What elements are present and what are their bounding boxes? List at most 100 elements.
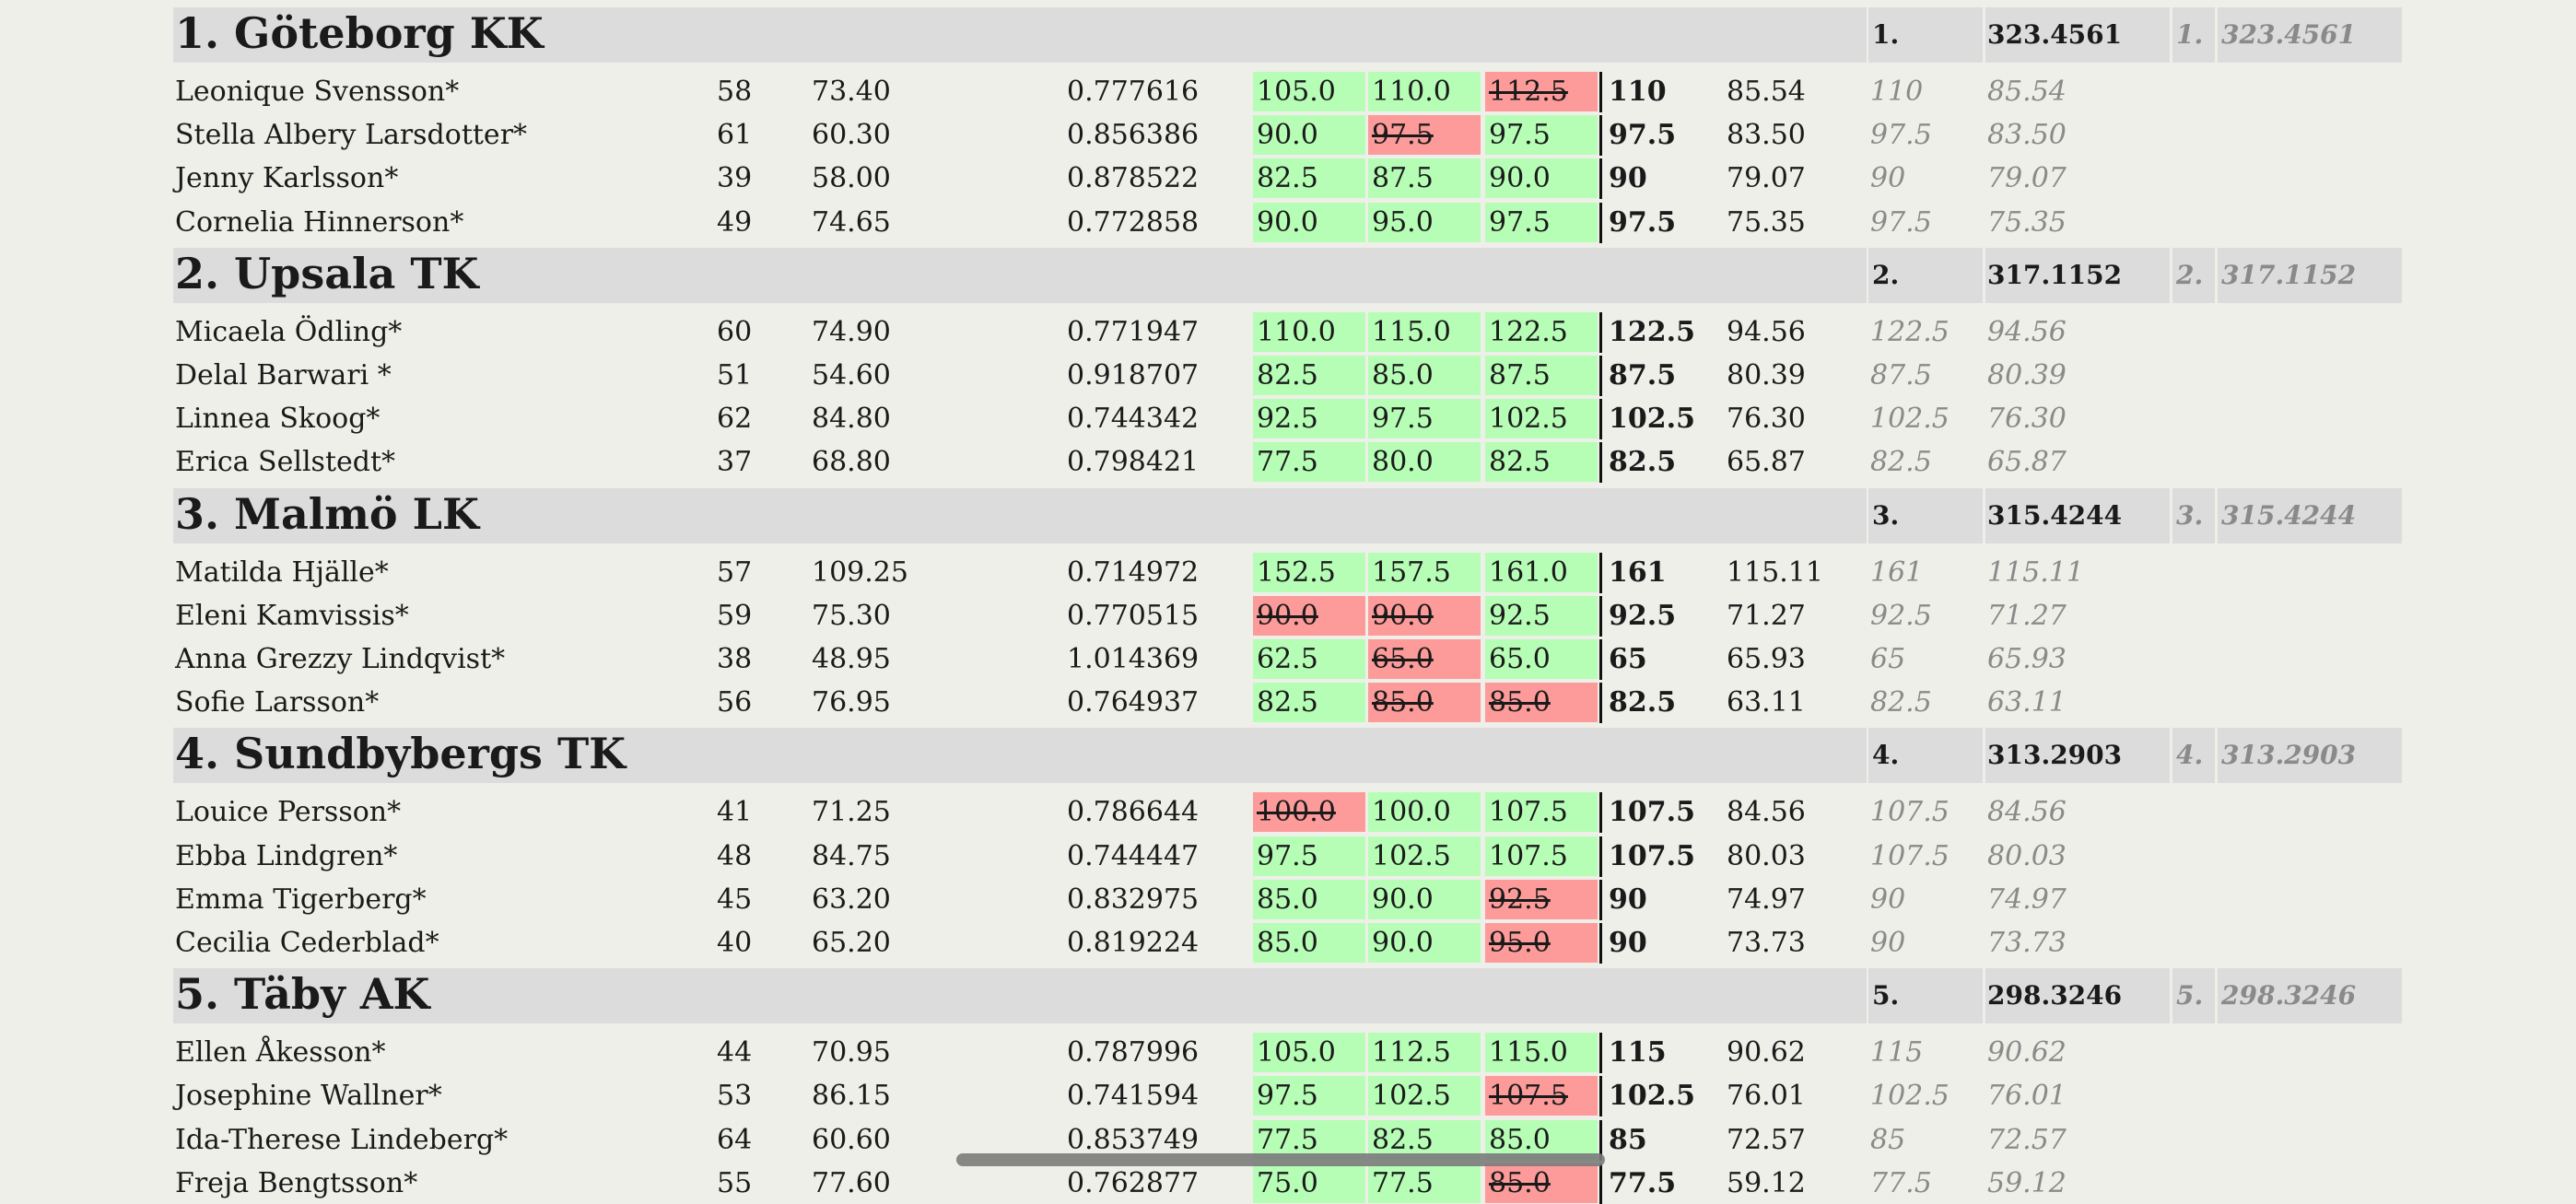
team-place-italic: 2. (2176, 259, 2204, 290)
athlete-name: Cornelia Hinnerson* (175, 205, 464, 239)
attempt-separator (1599, 158, 1602, 200)
team-total-italic: 317.1152 (2221, 259, 2357, 290)
athlete-bodyweight: 76.95 (812, 686, 891, 719)
team-total: 313.2903 (1987, 740, 2123, 771)
attempt-separator (1599, 552, 1602, 593)
attempt-separator (1599, 1119, 1602, 1161)
team-place: 5. (175, 969, 220, 1020)
team-total: 317.1152 (1987, 259, 2123, 290)
team-name: Sundbybergs TK (234, 729, 626, 779)
attempt-3-good: 85.0 (1485, 1119, 1598, 1160)
athlete-bodyweight: 60.30 (812, 119, 891, 152)
athlete-points-ref: 79.07 (1987, 162, 2067, 195)
athlete-points: 90.62 (1727, 1036, 1806, 1070)
team-title: 3. Malmö LK (175, 486, 479, 542)
team-header-band (1985, 487, 2170, 544)
attempt-separator (1599, 356, 1602, 396)
attempt-3-good: 161.0 (1485, 552, 1598, 592)
athlete-best-lift-ref: 102.5 (1870, 1080, 1950, 1113)
athlete-age: 39 (717, 162, 753, 195)
team-header-band (1985, 728, 2170, 784)
attempt-separator (1599, 202, 1602, 243)
attempt-separator (1599, 683, 1602, 724)
team-place-italic: 4. (2176, 740, 2204, 771)
horizontal-scrollbar[interactable] (956, 1153, 1605, 1166)
athlete-bodyweight: 84.80 (812, 403, 891, 436)
attempt-2-good: 82.5 (1368, 1119, 1481, 1160)
attempt-3-good: 97.5 (1485, 115, 1598, 156)
athlete-name: Ida-Therese Lindeberg* (175, 1123, 509, 1156)
athlete-age: 38 (717, 643, 753, 675)
athlete-name: Matilda Hjälle* (175, 555, 389, 589)
attempt-3-good: 97.5 (1485, 202, 1598, 242)
athlete-best-lift: 65 (1609, 643, 1647, 675)
athlete-bodyweight: 58.00 (812, 162, 891, 195)
athlete-bodyweight: 86.15 (812, 1080, 891, 1113)
team-total-italic: 323.4561 (2221, 19, 2357, 50)
athlete-coefficient: 0.819224 (1067, 927, 1200, 959)
athlete-best-lift: 85 (1609, 1123, 1647, 1156)
attempt-3-good: 122.5 (1485, 311, 1598, 352)
attempt-separator (1599, 879, 1602, 920)
athlete-coefficient: 0.832975 (1067, 883, 1200, 916)
team-header-band (2218, 247, 2402, 303)
athlete-points: 76.01 (1727, 1080, 1806, 1113)
attempt-separator (1599, 595, 1602, 637)
attempt-1-failed: 90.0 (1253, 595, 1365, 636)
athlete-coefficient: 0.762877 (1067, 1166, 1200, 1199)
athlete-name: Eleni Kamvissis* (175, 599, 409, 632)
athlete-points: 71.27 (1727, 599, 1806, 632)
team-title: 2. Upsala TK (175, 246, 479, 301)
athlete-name: Leonique Svensson* (175, 76, 460, 108)
athlete-bodyweight: 109.25 (812, 555, 908, 589)
athlete-bodyweight: 65.20 (812, 927, 891, 959)
athlete-age: 37 (717, 446, 753, 479)
team-place-italic: 3. (2176, 499, 2204, 531)
attempt-3-good: 115.0 (1485, 1033, 1598, 1073)
athlete-best-lift: 110 (1609, 76, 1667, 108)
athlete-points-ref: 90.62 (1987, 1036, 2067, 1070)
athlete-coefficient: 0.771947 (1067, 315, 1200, 348)
attempt-3-failed: 95.0 (1485, 923, 1598, 963)
athlete-best-lift-ref: 115 (1870, 1036, 1924, 1070)
athlete-best-lift: 82.5 (1609, 686, 1677, 719)
team-place-summary: 3. (1872, 499, 1900, 531)
athlete-name: Cecilia Cederblad* (175, 927, 439, 959)
attempt-1-good: 110.0 (1253, 311, 1365, 352)
attempt-2-good: 102.5 (1368, 1076, 1481, 1116)
athlete-points-ref: 72.57 (1987, 1123, 2067, 1156)
athlete-points: 85.54 (1727, 76, 1806, 108)
attempt-1-good: 62.5 (1253, 639, 1365, 679)
athlete-coefficient: 0.918707 (1067, 359, 1200, 392)
attempt-2-failed: 90.0 (1368, 595, 1481, 636)
attempt-1-good: 105.0 (1253, 1033, 1365, 1073)
attempt-1-good: 97.5 (1253, 836, 1365, 876)
attempt-1-good: 77.5 (1253, 1119, 1365, 1160)
attempt-separator (1599, 442, 1602, 484)
athlete-points: 73.73 (1727, 927, 1806, 959)
team-header-band (173, 728, 1867, 784)
team-header-band (1868, 487, 1983, 544)
attempt-2-good: 100.0 (1368, 792, 1481, 833)
attempt-1-good: 82.5 (1253, 356, 1365, 395)
athlete-name: Sofie Larsson* (175, 686, 380, 719)
athlete-name: Stella Albery Larsdotter* (175, 119, 528, 152)
attempt-separator (1599, 639, 1602, 680)
athlete-best-lift: 97.5 (1609, 119, 1677, 152)
athlete-best-lift-ref: 77.5 (1870, 1166, 1932, 1199)
team-place-summary: 2. (1872, 259, 1900, 290)
team-header-band (1868, 968, 1983, 1024)
team-name: Malmö LK (234, 488, 479, 539)
attempt-1-good: 82.5 (1253, 683, 1365, 723)
athlete-age: 45 (717, 883, 753, 916)
athlete-points: 80.03 (1727, 839, 1806, 872)
athlete-bodyweight: 54.60 (812, 359, 891, 392)
team-header-band (2172, 968, 2215, 1024)
athlete-points-ref: 85.54 (1987, 76, 2067, 108)
attempt-separator (1599, 923, 1602, 964)
athlete-points: 75.35 (1727, 205, 1806, 239)
athlete-age: 61 (717, 119, 753, 152)
athlete-points-ref: 73.73 (1987, 927, 2067, 959)
athlete-coefficient: 0.878522 (1067, 162, 1200, 195)
